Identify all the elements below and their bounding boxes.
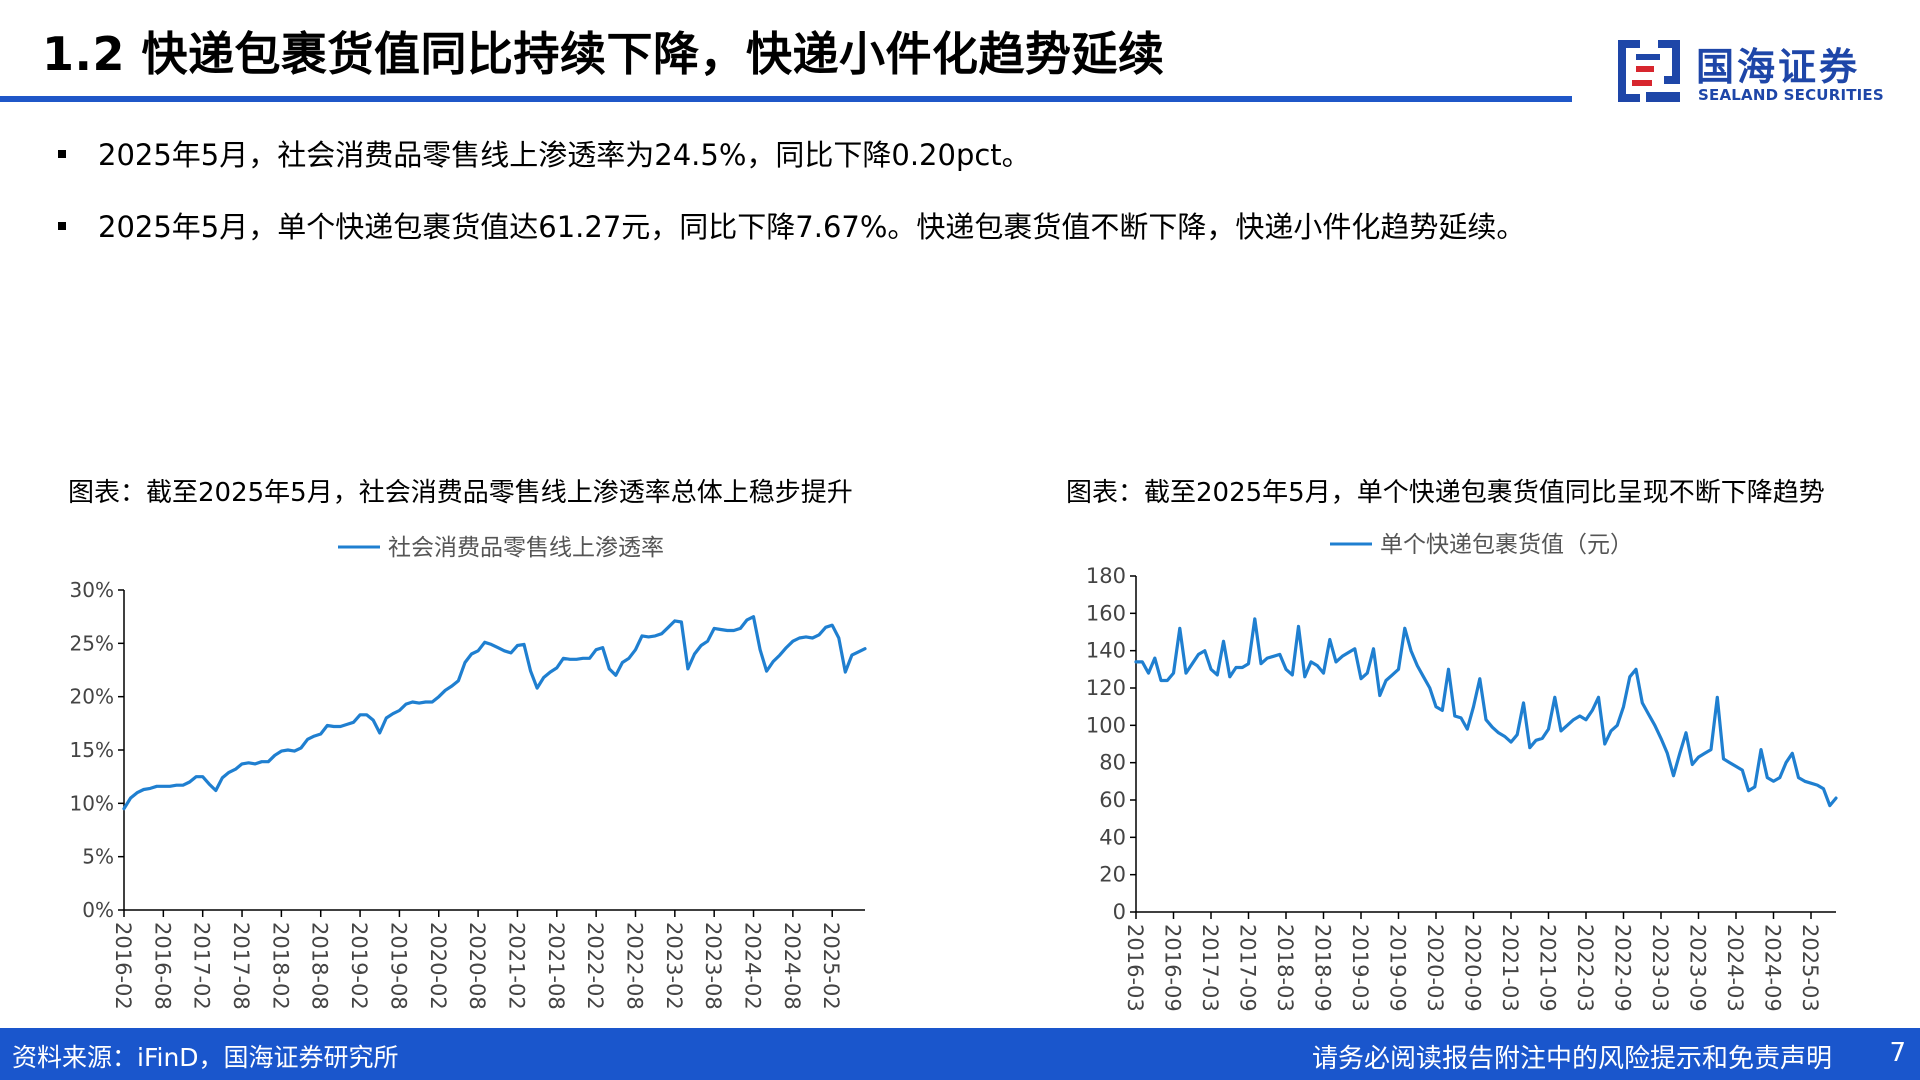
x-tick-label: 2019-08 (386, 922, 410, 1010)
page-title: 1.2 快递包裹货值同比持续下降，快递小件化趋势延续 (42, 27, 1165, 81)
x-tick-label: 2019-02 (347, 922, 371, 1010)
y-tick-label: 160 (1086, 601, 1126, 625)
x-tick-label: 2017-02 (190, 922, 214, 1010)
x-tick-label: 2020-08 (465, 922, 489, 1010)
chart-caption-left: 图表：截至2025年5月，社会消费品零售线上渗透率总体上稳步提升 (68, 478, 853, 508)
x-tick-label: 2018-03 (1273, 924, 1297, 1012)
y-tick-label: 40 (1099, 825, 1126, 849)
y-tick-label: 120 (1086, 676, 1126, 700)
x-tick-label: 2019-09 (1386, 924, 1410, 1012)
y-tick-label: 30% (70, 578, 114, 602)
bullet-point-2: 2025年5月，单个快递包裹货值达61.27元，同比下降7.67%。快递包裹货值… (58, 204, 1525, 246)
x-tick-label: 2022-09 (1611, 924, 1635, 1012)
penetration-rate-chart: 社会消费品零售线上渗透率 0% 5% 10% 15% 20% 25% 30% 2016-02 20… (70, 535, 867, 1010)
x-tick-label: 2022-03 (1573, 924, 1597, 1012)
legend-label: 单个快递包裹货值（元） (1380, 532, 1633, 558)
x-tick-label: 2016-03 (1123, 924, 1147, 1012)
x-tick-label: 2019-03 (1348, 924, 1372, 1012)
x-tick-label: 2021-08 (544, 922, 568, 1010)
x-tick-label: 2016-02 (111, 922, 135, 1010)
x-tick-label: 2018-02 (268, 922, 292, 1010)
y-tick-label: 5% (82, 845, 114, 869)
parcel-value-chart: 单个快递包裹货值（元） 0 20 40 60 80 100 120 140 160 180 2016-… (1086, 532, 1838, 1012)
x-tick-label: 2020-09 (1461, 924, 1485, 1012)
x-tick-label: 2021-02 (504, 922, 528, 1010)
x-tick-label: 2020-03 (1423, 924, 1447, 1012)
x-tick-label: 2021-09 (1536, 924, 1560, 1012)
x-tick-label: 2024-09 (1761, 924, 1785, 1012)
x-tick-label: 2023-03 (1648, 924, 1672, 1012)
x-tick-label: 2017-09 (1236, 924, 1260, 1012)
footer-bar: 资料来源：iFinD，国海证券研究所 请务必阅读报告附注中的风险提示和免责声明 … (0, 1028, 1920, 1080)
x-tick-label: 2025-02 (819, 922, 843, 1010)
x-tick-label: 2017-08 (229, 922, 253, 1010)
title-rule (0, 96, 1572, 102)
x-tick-label: 2024-02 (741, 922, 765, 1010)
page-number: 7 (1889, 1038, 1906, 1068)
x-tick-label: 2022-08 (622, 922, 646, 1010)
y-tick-label: 0 (1113, 900, 1126, 924)
y-tick-label: 60 (1099, 788, 1126, 812)
y-tick-label: 25% (70, 631, 114, 655)
x-tick-label: 2020-02 (426, 922, 450, 1010)
y-tick-label: 180 (1086, 564, 1126, 588)
chart-caption-right: 图表：截至2025年5月，单个快递包裹货值同比呈现不断下降趋势 (1066, 478, 1825, 508)
series-line (122, 615, 867, 811)
bullet-point-1: 2025年5月，社会消费品零售线上渗透率为24.5%，同比下降0.20pct。 (58, 132, 1031, 174)
x-tick-label: 2023-08 (701, 922, 725, 1010)
x-tick-label: 2018-08 (308, 922, 332, 1010)
x-tick-label: 2021-03 (1498, 924, 1522, 1012)
x-tick-label: 2024-08 (780, 922, 804, 1010)
x-tick-label: 2024-03 (1723, 924, 1747, 1012)
x-tick-label: 2017-03 (1198, 924, 1222, 1012)
x-tick-label: 2022-02 (583, 922, 607, 1010)
bullet-text: 2025年5月，单个快递包裹货值达61.27元，同比下降7.67%。快递包裹货值… (98, 210, 1526, 244)
legend-label: 社会消费品零售线上渗透率 (388, 535, 664, 561)
y-tick-label: 20 (1099, 863, 1126, 887)
series-line (1134, 617, 1838, 808)
source-note: 资料来源：iFinD，国海证券研究所 (12, 1043, 399, 1072)
y-tick-label: 10% (70, 791, 114, 815)
x-tick-label: 2016-09 (1161, 924, 1185, 1012)
y-tick-label: 80 (1099, 751, 1126, 775)
y-tick-label: 15% (70, 738, 114, 762)
y-tick-label: 100 (1086, 713, 1126, 737)
logo-chinese-name: 国海证券 (1696, 45, 1861, 89)
company-logo: 国海证券 SEALAND SECURITIES (1612, 34, 1884, 108)
bullet-text: 2025年5月，社会消费品零售线上渗透率为24.5%，同比下降0.20pct。 (98, 138, 1031, 172)
y-tick-label: 140 (1086, 639, 1126, 663)
bullet-marker (58, 150, 66, 158)
x-tick-label: 2018-09 (1311, 924, 1335, 1012)
company-logo-icon (1618, 40, 1680, 102)
disclaimer-text: 请务必阅读报告附注中的风险提示和免责声明 (1311, 1044, 1832, 1074)
x-tick-label: 2025-03 (1798, 924, 1822, 1012)
x-tick-label: 2016-08 (150, 922, 174, 1010)
y-tick-label: 0% (82, 898, 114, 922)
logo-english-name: SEALAND SECURITIES (1698, 86, 1884, 104)
x-tick-label: 2023-02 (662, 922, 686, 1010)
y-tick-label: 20% (70, 685, 114, 709)
x-tick-label: 2023-09 (1686, 924, 1710, 1012)
bullet-marker (58, 222, 66, 230)
